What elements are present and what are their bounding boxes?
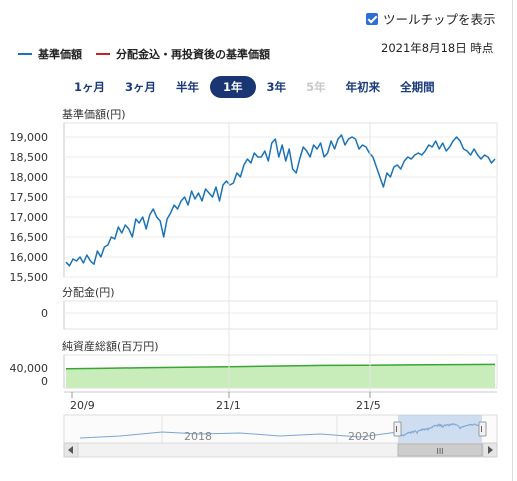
assets-pane: 40,000 0 bbox=[10, 354, 498, 389]
legend: 基準価額 分配金込・再投資後の基準価額 bbox=[18, 46, 284, 62]
navigator-selection[interactable] bbox=[398, 415, 482, 443]
nav-y-tick-15500: 15,500 bbox=[10, 271, 49, 284]
period-1y[interactable]: 1年 bbox=[210, 76, 256, 98]
arrow-left-icon bbox=[68, 446, 73, 454]
nav-pane: 15,500 16,000 16,500 17,000 17,500 18,000 18,5… bbox=[10, 122, 498, 284]
assets-y-tick-0: 0 bbox=[41, 375, 48, 388]
legend-item-nav[interactable]: 基準価額 bbox=[18, 46, 82, 62]
legend-swatch-nav bbox=[18, 53, 32, 55]
period-3y[interactable]: 3年 bbox=[266, 80, 287, 94]
assets-series-line bbox=[65, 363, 496, 370]
period-selector: 1ヶ月 3ヶ月 半年 1年 3年 5年 年初来 全期間 bbox=[65, 76, 446, 98]
assets-axis-title: 純資産総額(百万円) bbox=[62, 340, 159, 353]
x-label-20-9: 20/9 bbox=[70, 399, 95, 412]
period-5y: 5年 bbox=[306, 80, 326, 94]
nav-gridlines bbox=[64, 136, 497, 278]
navigator-series-line bbox=[79, 423, 483, 439]
legend-label-reinvested: 分配金込・再投資後の基準価額 bbox=[116, 48, 270, 61]
frame-border bbox=[512, 0, 513, 481]
date-gridlines bbox=[228, 123, 371, 396]
nav-axis-title: 基準価額(円) bbox=[62, 108, 126, 121]
nav-y-tick-16500: 16,500 bbox=[10, 231, 49, 244]
as-of-date: 2021年8月18日 時点 bbox=[381, 41, 494, 55]
legend-label-nav: 基準価額 bbox=[38, 48, 82, 61]
nav-y-tick-17500: 17,500 bbox=[10, 191, 49, 204]
legend-item-reinvested[interactable]: 分配金込・再投資後の基準価額 bbox=[96, 46, 270, 62]
period-3m[interactable]: 3ヶ月 bbox=[125, 80, 157, 94]
navigator-label-2018: 2018 bbox=[184, 430, 212, 443]
period-ytd[interactable]: 年初来 bbox=[345, 80, 381, 94]
dist-axis-title: 分配金(円) bbox=[62, 286, 115, 299]
navigator-label-2020: 2020 bbox=[348, 430, 376, 443]
scrollbar-thumb[interactable] bbox=[397, 443, 483, 457]
navigator[interactable]: 2018 2020 bbox=[63, 414, 498, 444]
dist-pane: 0 bbox=[41, 300, 498, 330]
nav-y-tick-18000: 18,000 bbox=[10, 171, 49, 184]
nav-y-tick-16000: 16,000 bbox=[10, 251, 49, 264]
tooltip-toggle-label: ツールチップを表示 bbox=[383, 12, 496, 27]
navigator-handle-left[interactable] bbox=[393, 421, 402, 437]
x-label-21-5: 21/5 bbox=[356, 399, 381, 412]
nav-y-tick-18500: 18,500 bbox=[10, 151, 49, 164]
x-axis: 20/9 21/1 21/5 bbox=[64, 391, 497, 412]
legend-swatch-reinvested bbox=[96, 53, 110, 55]
nav-y-ticks: 15,500 16,000 16,500 17,000 17,500 18,000 18,5… bbox=[10, 131, 49, 284]
tooltip-checkbox[interactable] bbox=[366, 12, 378, 25]
x-label-21-1: 21/1 bbox=[216, 399, 241, 412]
arrow-right-icon bbox=[488, 446, 493, 454]
scrollbar[interactable]: III bbox=[63, 442, 498, 458]
nav-y-tick-17000: 17,000 bbox=[10, 211, 49, 224]
scrollbar-thumb-grip: III bbox=[436, 447, 443, 456]
nav-y-tick-19000: 19,000 bbox=[10, 131, 49, 144]
dist-y-tick-0: 0 bbox=[41, 307, 48, 320]
dist-plot-area bbox=[63, 300, 498, 330]
navigator-handle-right[interactable] bbox=[478, 421, 487, 437]
tooltip-toggle[interactable]: ツールチップを表示 bbox=[366, 9, 496, 28]
assets-area-fill bbox=[66, 364, 495, 388]
nav-series-line bbox=[65, 134, 496, 267]
period-1m[interactable]: 1ヶ月 bbox=[74, 80, 106, 94]
period-6m[interactable]: 半年 bbox=[176, 80, 200, 94]
assets-y-tick-40000: 40,000 bbox=[10, 362, 49, 375]
period-all[interactable]: 全期間 bbox=[400, 80, 435, 94]
